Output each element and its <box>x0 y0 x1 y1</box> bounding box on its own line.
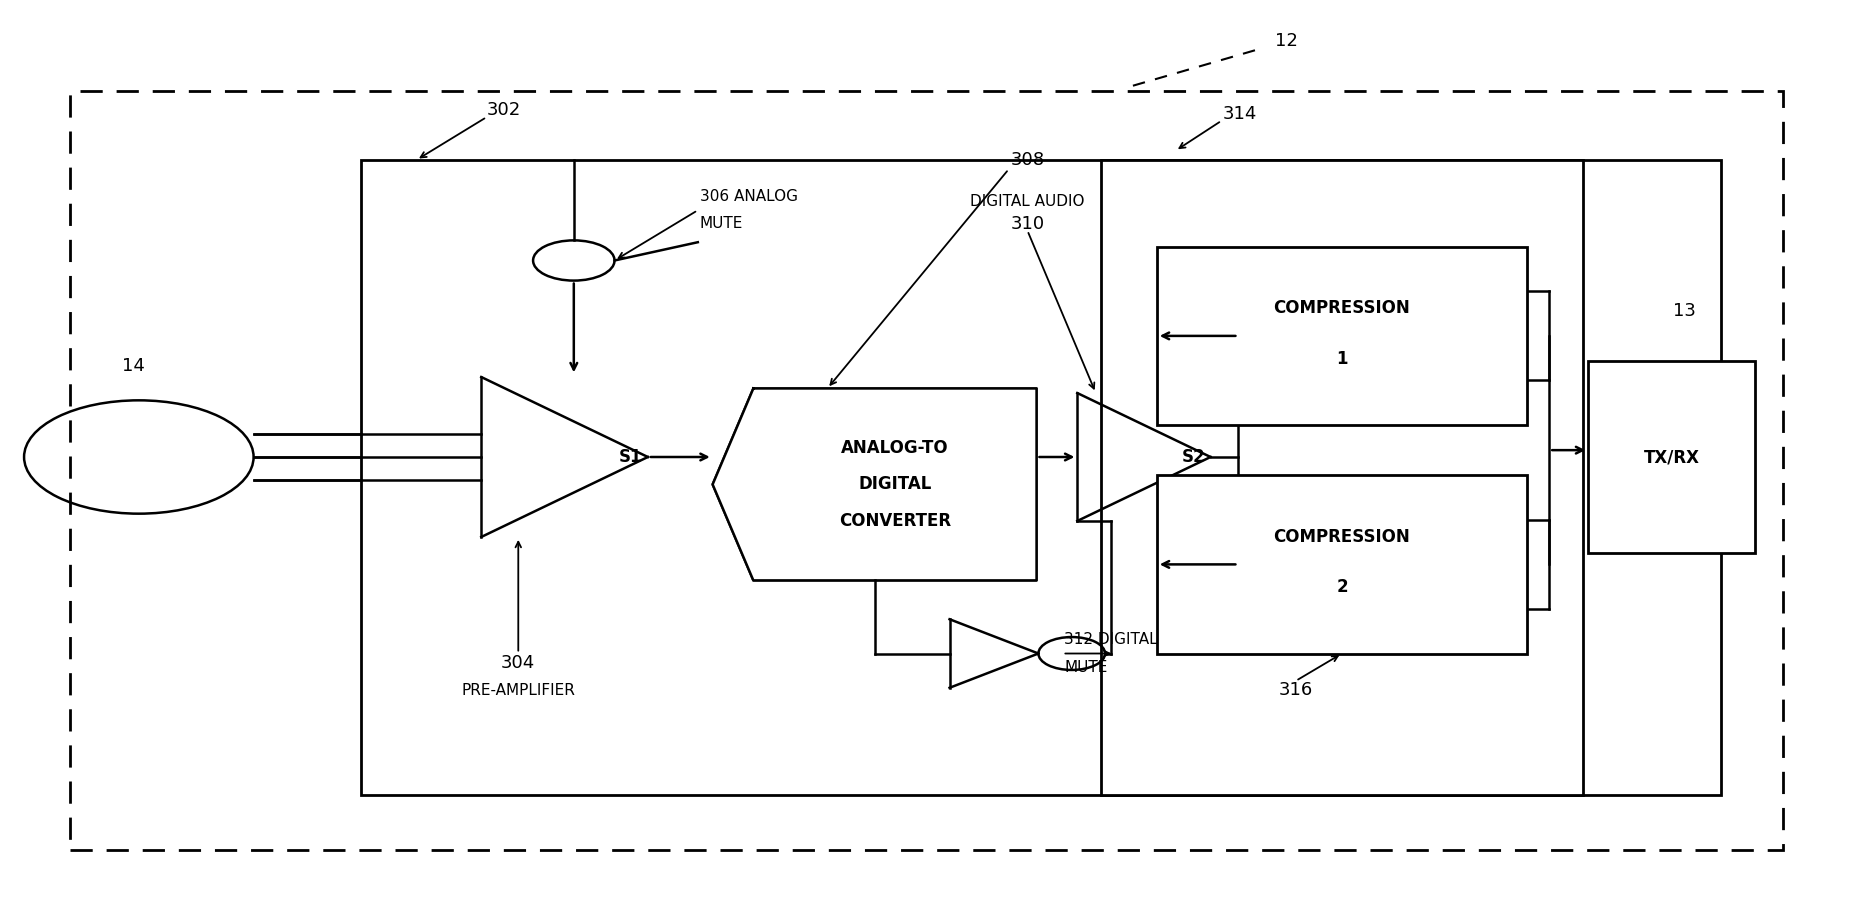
Bar <box>1157 247 1527 425</box>
Bar <box>361 160 1721 795</box>
Text: 306 ANALOG: 306 ANALOG <box>700 189 798 204</box>
Text: COMPRESSION: COMPRESSION <box>1273 528 1410 546</box>
Text: DIGITAL AUDIO: DIGITAL AUDIO <box>970 194 1085 208</box>
Text: 312 DIGITAL: 312 DIGITAL <box>1064 632 1159 647</box>
Text: MUTE: MUTE <box>1064 660 1107 675</box>
Text: PRE-AMPLIFIER: PRE-AMPLIFIER <box>461 683 576 697</box>
Text: 14: 14 <box>122 356 144 375</box>
Text: DIGITAL: DIGITAL <box>859 475 931 494</box>
Bar <box>1588 361 1755 553</box>
Text: 310: 310 <box>1011 215 1044 233</box>
Text: 13: 13 <box>1673 302 1696 320</box>
Text: 1: 1 <box>1336 350 1348 367</box>
Bar <box>70 91 1783 850</box>
Text: 302: 302 <box>487 101 520 119</box>
Bar <box>1101 160 1583 795</box>
Text: 308: 308 <box>1011 151 1044 169</box>
Text: 304: 304 <box>502 654 535 672</box>
Text: COMPRESSION: COMPRESSION <box>1273 300 1410 317</box>
Text: 12: 12 <box>1275 32 1298 50</box>
Text: CONVERTER: CONVERTER <box>839 512 951 530</box>
Text: TX/RX: TX/RX <box>1644 448 1699 466</box>
Text: S1: S1 <box>618 448 642 466</box>
Polygon shape <box>713 388 1037 580</box>
Text: MUTE: MUTE <box>700 217 742 231</box>
Text: 314: 314 <box>1224 105 1257 123</box>
Bar <box>1157 475 1527 654</box>
Text: 2: 2 <box>1336 579 1348 596</box>
Text: S2: S2 <box>1181 448 1205 466</box>
Text: 316: 316 <box>1279 681 1312 699</box>
Text: ANALOG-TO: ANALOG-TO <box>840 439 950 457</box>
